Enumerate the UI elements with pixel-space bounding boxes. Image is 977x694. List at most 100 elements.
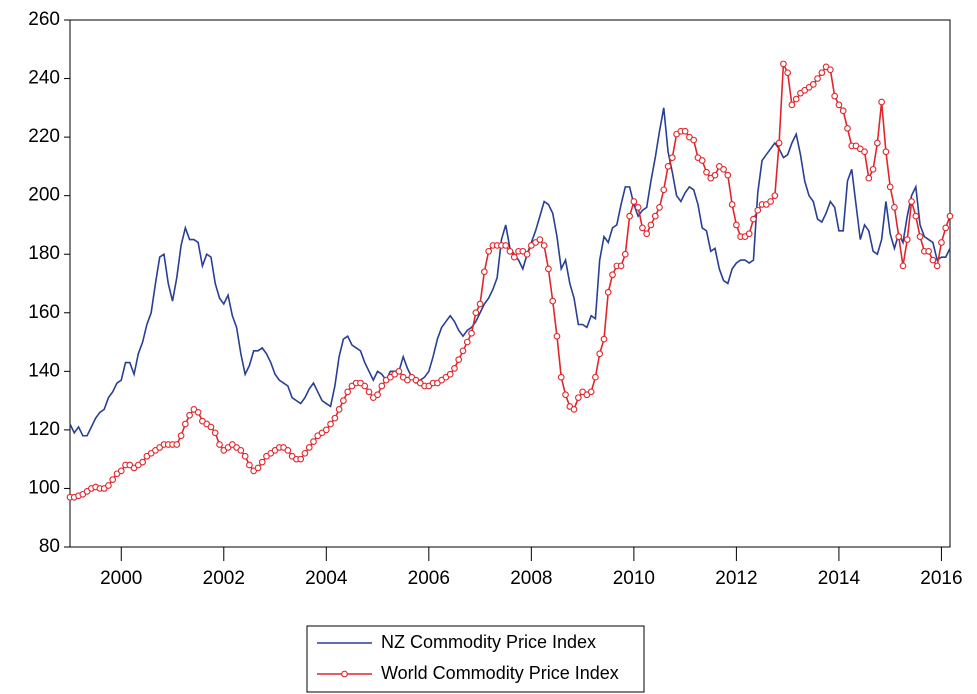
point-marker: [109, 476, 117, 484]
x-tick-label: 2014: [818, 568, 861, 589]
point-marker: [536, 236, 544, 243]
point-marker: [575, 394, 582, 402]
point-marker: [711, 171, 719, 179]
point-marker: [784, 69, 792, 77]
point-marker: [698, 157, 706, 164]
point-marker: [660, 186, 668, 194]
x-tick-label: 2006: [408, 568, 450, 589]
point-marker: [899, 262, 907, 270]
point-marker: [181, 420, 189, 428]
point-marker: [451, 365, 458, 372]
point-marker: [254, 464, 262, 472]
point-marker: [745, 230, 753, 238]
point-marker: [634, 204, 642, 211]
y-tick-label: 240: [28, 68, 60, 89]
point-marker: [878, 98, 885, 106]
point-marker: [668, 154, 676, 161]
series-line: [70, 60, 951, 499]
point-marker: [617, 262, 625, 270]
point-marker: [861, 148, 868, 156]
point-marker: [839, 107, 847, 115]
point-marker: [216, 441, 223, 448]
point-marker: [788, 101, 796, 109]
point-marker: [305, 444, 313, 451]
point-marker: [600, 335, 608, 343]
point-marker: [480, 268, 488, 276]
x-tick-label: 2016: [920, 568, 962, 589]
y-tick-label: 160: [28, 302, 60, 323]
point-marker: [455, 356, 463, 363]
point-marker: [733, 221, 740, 229]
point-marker: [476, 300, 484, 308]
point-marker: [117, 467, 125, 475]
point-marker: [545, 265, 552, 273]
x-tick-label: 2002: [203, 568, 245, 589]
series-line: [69, 107, 951, 437]
point-marker: [916, 233, 924, 241]
point-marker: [211, 429, 219, 437]
point-marker: [780, 60, 787, 68]
point-marker: [194, 408, 202, 416]
point-marker: [831, 92, 839, 100]
point-marker: [775, 139, 783, 147]
point-marker: [818, 69, 826, 77]
legend-label: World Commodity Price Index: [381, 663, 619, 683]
point-marker: [327, 420, 334, 428]
point-marker: [912, 212, 920, 220]
point-marker: [557, 373, 565, 381]
point-marker: [908, 198, 915, 205]
point-marker: [284, 447, 292, 454]
point-marker: [720, 165, 727, 173]
x-tick-label: 2004: [305, 568, 348, 589]
point-marker: [643, 230, 651, 238]
point-marker: [596, 350, 604, 358]
point-marker: [771, 192, 779, 200]
point-marker: [728, 201, 736, 208]
point-marker: [241, 452, 249, 460]
point-marker: [792, 95, 800, 103]
point-marker: [630, 198, 638, 205]
point-marker: [750, 215, 757, 223]
point-marker: [562, 391, 569, 399]
point-marker: [844, 124, 851, 132]
point-marker: [365, 388, 373, 396]
point-marker: [929, 256, 937, 264]
point-marker: [946, 212, 954, 220]
point-marker: [647, 221, 655, 229]
point-marker: [297, 455, 305, 463]
plot-frame: [69, 19, 951, 548]
point-marker: [570, 406, 578, 413]
point-marker: [485, 247, 492, 255]
point-marker: [468, 329, 475, 337]
point-marker: [186, 411, 193, 419]
point-marker: [869, 165, 877, 173]
y-tick-label: 260: [28, 9, 60, 30]
point-marker: [895, 233, 903, 241]
point-marker: [540, 242, 548, 249]
point-marker: [374, 391, 381, 399]
point-marker: [703, 168, 710, 176]
point-marker: [621, 250, 629, 258]
point-marker: [502, 242, 510, 249]
legend-marker: [341, 670, 348, 678]
point-marker: [246, 461, 253, 469]
legend-box: [306, 625, 645, 693]
point-marker: [724, 171, 732, 179]
point-marker: [639, 224, 646, 232]
point-marker: [523, 250, 531, 258]
point-marker: [809, 81, 817, 88]
point-marker: [459, 347, 467, 355]
y-tick-label: 180: [28, 243, 60, 264]
x-tick-label: 2010: [613, 568, 655, 589]
point-marker: [903, 236, 911, 243]
point-marker: [626, 212, 633, 220]
point-marker: [835, 101, 843, 109]
y-tick-label: 200: [28, 185, 60, 206]
point-marker: [139, 458, 146, 466]
point-marker: [301, 449, 309, 457]
point-marker: [754, 206, 762, 214]
x-tick-label: 2008: [510, 568, 552, 589]
x-tick-label: 2000: [100, 568, 142, 589]
